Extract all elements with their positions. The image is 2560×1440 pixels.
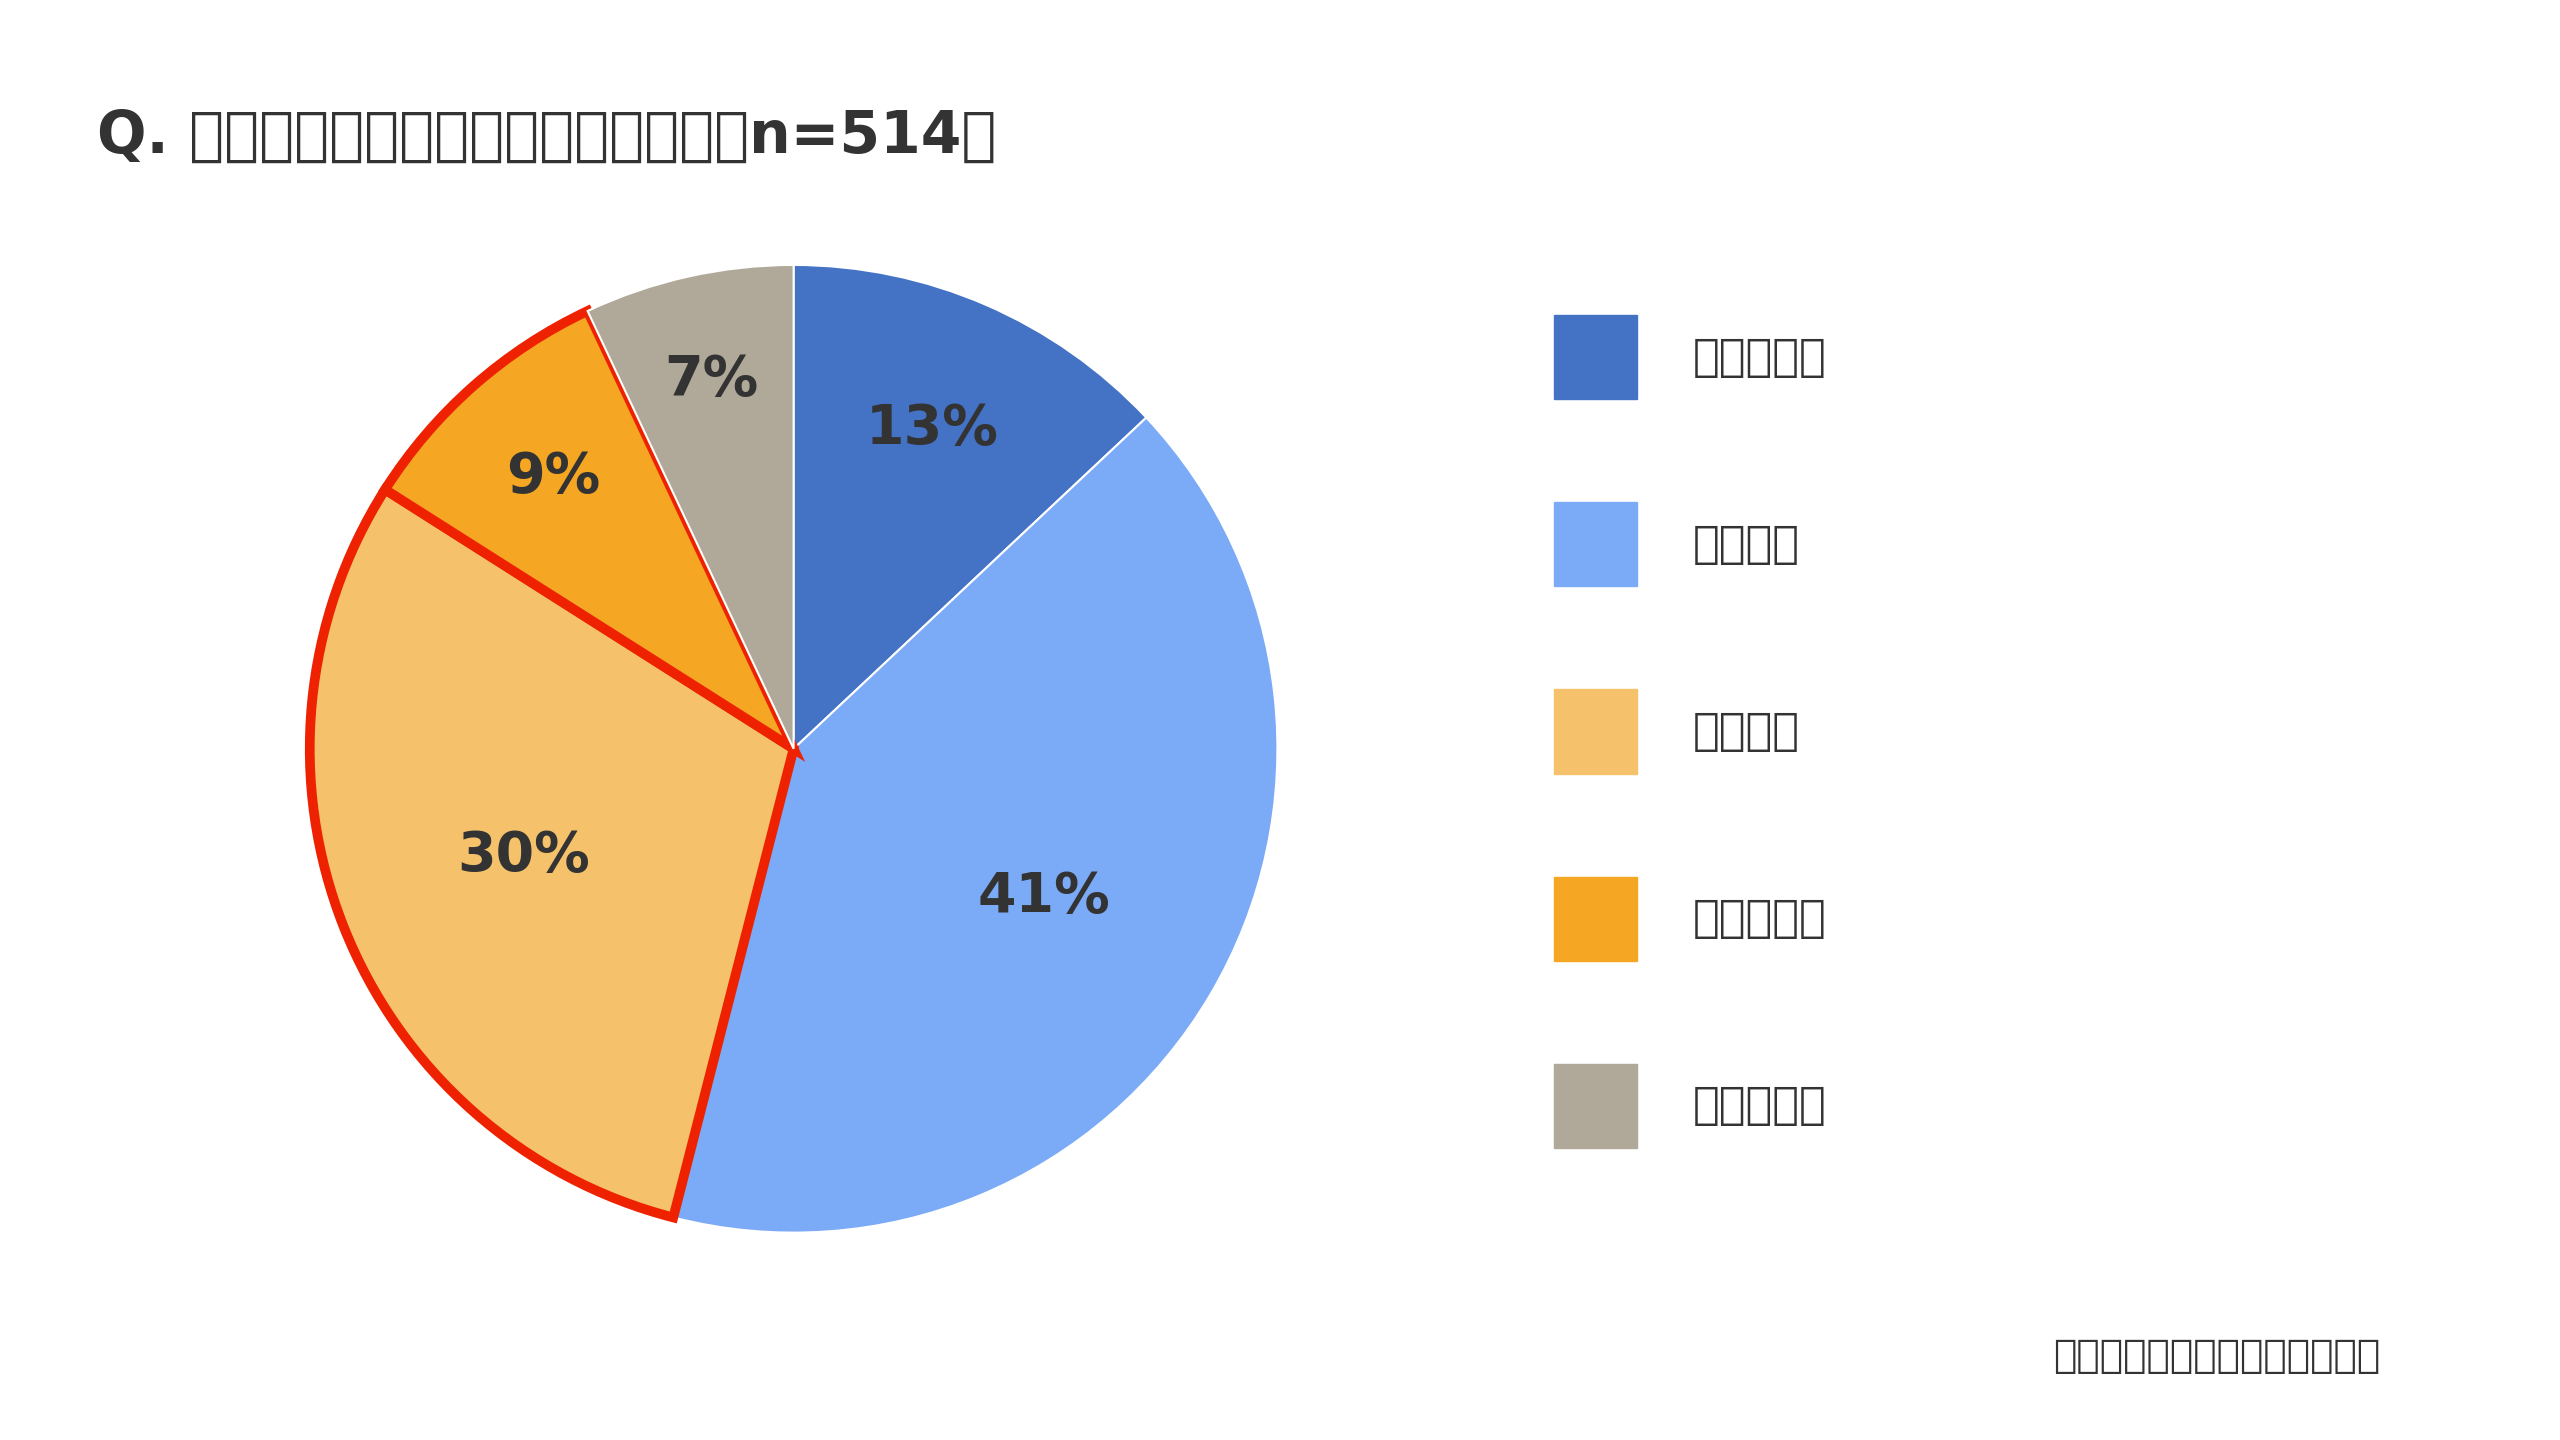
Wedge shape [384, 311, 794, 749]
Text: 7%: 7% [663, 353, 758, 408]
Text: やや満足: やや満足 [1692, 523, 1800, 566]
Wedge shape [673, 418, 1277, 1233]
Text: Q. 今冬の睡眠に満足していますか？（n=514）: Q. 今冬の睡眠に満足していますか？（n=514） [97, 108, 996, 166]
Wedge shape [589, 265, 794, 749]
FancyBboxPatch shape [1554, 690, 1638, 773]
Text: とても満足: とても満足 [1692, 336, 1825, 379]
Text: 30%: 30% [458, 828, 589, 883]
Text: パナソニック「エオリア」調べ: パナソニック「エオリア」調べ [2053, 1338, 2381, 1375]
Text: 13%: 13% [865, 402, 998, 456]
FancyBboxPatch shape [1554, 315, 1638, 399]
Wedge shape [310, 490, 794, 1217]
FancyBboxPatch shape [1554, 1064, 1638, 1148]
Text: 41%: 41% [978, 870, 1111, 923]
Text: 9%: 9% [507, 449, 602, 504]
FancyBboxPatch shape [1554, 877, 1638, 960]
Text: やや不満: やや不満 [1692, 710, 1800, 753]
FancyBboxPatch shape [1554, 503, 1638, 586]
Text: かなり不満: かなり不満 [1692, 897, 1825, 940]
Text: わからない: わからない [1692, 1084, 1825, 1128]
Wedge shape [794, 265, 1147, 749]
